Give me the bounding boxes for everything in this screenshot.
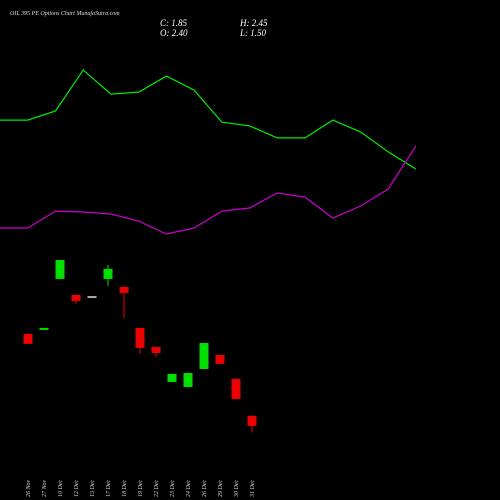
- x-tick-label: 19 Dec: [138, 480, 144, 497]
- x-tick-label: 26 Nov: [26, 479, 32, 497]
- x-tick-label: 22 Dec: [154, 480, 160, 497]
- close-label: C: 1.85: [160, 18, 188, 28]
- x-tick-label: 10 Dec: [58, 480, 64, 497]
- indicator-line: [0, 145, 417, 235]
- open-label: O: 2.40: [160, 28, 188, 38]
- candle-body: [231, 379, 241, 400]
- candle-body: [119, 286, 129, 293]
- x-tick-label: 17 Dec: [106, 480, 112, 497]
- indicator-line: [0, 69, 417, 170]
- candle-body: [215, 354, 225, 364]
- candle-body: [199, 342, 209, 369]
- x-tick-label: 13 Dec: [90, 480, 96, 497]
- candle-body: [183, 372, 193, 388]
- x-tick-label: 29 Dec: [218, 480, 224, 497]
- x-tick-label: 23 Dec: [170, 480, 176, 497]
- x-tick-label: 27 Nov: [42, 479, 48, 497]
- x-tick-label: 26 Dec: [202, 480, 208, 497]
- chart-title: OIL 395 PE Options Chart MunafaSutra.com: [10, 10, 120, 17]
- x-tick-label: 18 Dec: [122, 480, 128, 497]
- candle-body: [151, 346, 161, 353]
- candle-body: [87, 296, 97, 299]
- candle-body: [39, 327, 49, 330]
- low-label: L: 1.50: [239, 28, 267, 38]
- x-tick-label: 24 Dec: [185, 480, 192, 497]
- candle-body: [55, 260, 65, 279]
- candle-body: [103, 268, 113, 279]
- x-tick-label: 30 Dec: [234, 480, 240, 498]
- x-tick-label: 12 Dec: [74, 480, 80, 497]
- high-label: H: 2.45: [239, 18, 268, 28]
- x-tick-label: 31 Dec: [250, 480, 256, 498]
- candle-body: [23, 333, 33, 344]
- candle-body: [135, 327, 145, 348]
- candle-body: [71, 294, 81, 301]
- candle-body: [167, 373, 177, 382]
- candle-body: [247, 415, 257, 426]
